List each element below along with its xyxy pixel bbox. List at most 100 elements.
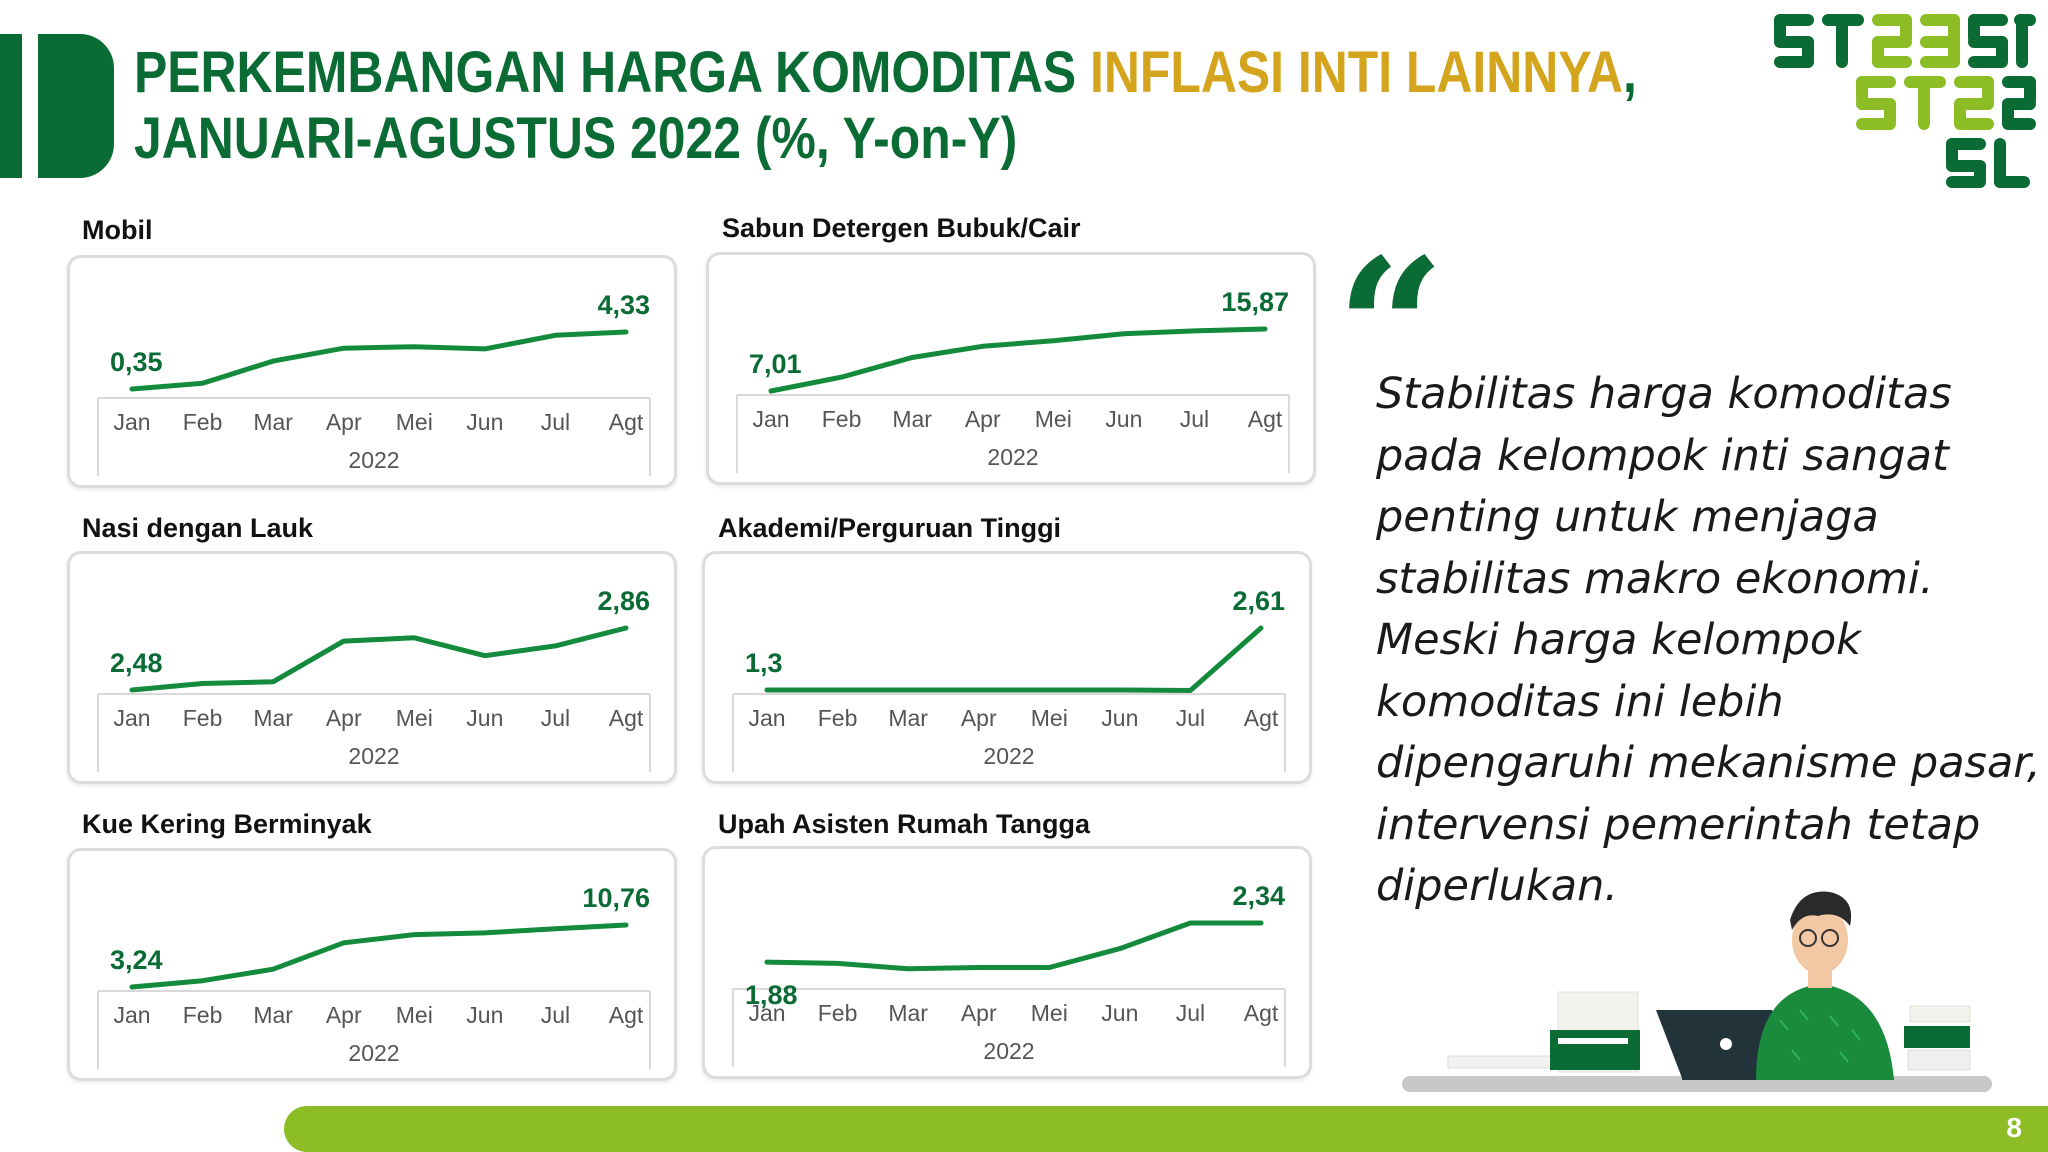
- x-group-label: 2022: [983, 743, 1034, 769]
- tick-label-apr: Apr: [326, 409, 362, 435]
- data-point-mar: [907, 689, 910, 691]
- data-label-last: 2,34: [1232, 881, 1285, 911]
- chart-mobil: 0,35 4,33 Jan Feb Mar Apr Mei Jun Jul Agt 2022: [67, 255, 677, 488]
- tick-label-jan: Jan: [113, 409, 150, 435]
- data-point-jul: [554, 927, 557, 930]
- tick-label-jul: Jul: [541, 1002, 570, 1028]
- tick-label-mei: Mei: [396, 705, 433, 731]
- data-label-first: 1,88: [745, 980, 798, 1010]
- series-line: [129, 625, 629, 693]
- data-point-jul: [1189, 689, 1192, 692]
- tick-label-mei: Mei: [396, 1002, 433, 1028]
- tick-label-agt: Agt: [609, 1002, 644, 1028]
- tick-label-jan: Jan: [752, 406, 789, 432]
- page-subtitle: JANUARI-AGUSTUS 2022 (%, Y-on-Y): [134, 106, 1018, 171]
- data-point-feb: [201, 979, 204, 982]
- data-point-mar: [272, 968, 275, 971]
- quote-text: Stabilitas harga komoditas pada kelompok…: [1376, 369, 2041, 911]
- tick-label-feb: Feb: [818, 705, 858, 731]
- tick-label-mar: Mar: [892, 406, 932, 432]
- series-line: [764, 625, 1264, 693]
- x-group-label: 2022: [348, 447, 399, 473]
- data-point-jan: [770, 390, 772, 392]
- data-point-agt: [1260, 627, 1262, 629]
- data-point-mei: [1048, 966, 1051, 969]
- data-label-first: 1,3: [745, 648, 783, 678]
- data-point-mar: [272, 680, 275, 683]
- tick-label-apr: Apr: [961, 1000, 997, 1026]
- chart-svg: 1,88 2,34 Jan Feb Mar Apr Mei Jun Jul Agt 2022: [732, 881, 1286, 1067]
- data-point-apr: [977, 689, 980, 691]
- data-label-last: 2,61: [1232, 586, 1285, 616]
- tick-label-mar: Mar: [253, 705, 293, 731]
- tick-label-jun: Jun: [1105, 406, 1142, 432]
- data-point-agt: [625, 924, 627, 926]
- data-point-apr: [977, 966, 980, 969]
- chart-upah-art: 1,88 2,34 Jan Feb Mar Apr Mei Jun Jul Agt 2022: [702, 846, 1312, 1079]
- data-label-last: 10,76: [582, 883, 650, 913]
- data-label-first: 2,48: [110, 648, 163, 678]
- data-label-last: 2,86: [597, 586, 650, 616]
- tick-label-jun: Jun: [466, 1002, 503, 1028]
- data-point-apr: [342, 941, 345, 944]
- chart-title-sabun: Sabun Detergen Bubuk/Cair: [722, 213, 1081, 243]
- data-point-mei: [1052, 339, 1055, 342]
- tick-label-feb: Feb: [183, 409, 223, 435]
- chart-kue-kering: 3,24 10,76 Jan Feb Mar Apr Mei Jun Jul Agt 2022: [67, 848, 677, 1081]
- data-point-jan: [131, 986, 133, 988]
- chart-nasi-dengan-lauk: 2,48 2,86 Jan Feb Mar Apr Mei Jun Jul Agt 2022: [67, 551, 677, 784]
- data-point-agt: [625, 331, 627, 333]
- person-at-laptop-illustration: [1402, 891, 1992, 1092]
- tick-label-jul: Jul: [1176, 705, 1205, 731]
- series-line: [768, 326, 1268, 394]
- tick-label-mar: Mar: [253, 409, 293, 435]
- chart-akademi: 1,3 2,61 Jan Feb Mar Apr Mei Jun Jul Agt 2022: [702, 551, 1312, 784]
- tick-label-agt: Agt: [609, 705, 644, 731]
- chart-svg: 3,24 10,76 Jan Feb Mar Apr Mei Jun Jul Agt 2022: [97, 883, 651, 1069]
- page-title: PERKEMBANGAN HARGA KOMODITAS INFLASI INT…: [134, 40, 1637, 171]
- tick-label-mar: Mar: [888, 1000, 928, 1026]
- data-label-last: 4,33: [597, 290, 650, 320]
- tick-label-jan: Jan: [748, 1000, 785, 1026]
- x-group-label: 2022: [987, 444, 1038, 470]
- data-point-mei: [413, 636, 416, 639]
- data-point-apr: [342, 347, 345, 350]
- data-point-jun: [1122, 332, 1125, 335]
- data-point-mar: [272, 360, 275, 363]
- tick-label-jan: Jan: [748, 705, 785, 731]
- data-point-mar: [911, 356, 914, 359]
- data-point-agt: [1260, 922, 1262, 924]
- tick-label-agt: Agt: [1244, 1000, 1279, 1026]
- tick-label-jun: Jun: [1101, 1000, 1138, 1026]
- tick-label-mei: Mei: [1035, 406, 1072, 432]
- data-point-mei: [413, 933, 416, 936]
- chart-title-mobil: Mobil: [82, 215, 153, 245]
- data-point-mei: [413, 345, 416, 348]
- x-group-label: 2022: [983, 1038, 1034, 1064]
- tick-label-jun: Jun: [1101, 705, 1138, 731]
- series-line: [764, 920, 1264, 972]
- chart-svg: 1,3 2,61 Jan Feb Mar Apr Mei Jun Jul Agt 2022: [732, 586, 1286, 772]
- data-point-apr: [342, 640, 345, 643]
- title-accent-bar: [0, 34, 118, 178]
- tick-label-jun: Jun: [466, 409, 503, 435]
- data-point-jul: [554, 644, 557, 647]
- data-point-feb: [836, 962, 839, 965]
- tick-label-apr: Apr: [961, 705, 997, 731]
- data-point-feb: [201, 682, 204, 685]
- data-point-jun: [483, 931, 486, 934]
- data-point-mei: [1048, 689, 1051, 691]
- quote-mark-icon: “: [1336, 217, 1446, 440]
- data-point-feb: [836, 689, 839, 691]
- chart-title-akademi: Akademi/Perguruan Tinggi: [718, 513, 1062, 543]
- tick-label-apr: Apr: [326, 705, 362, 731]
- data-point-jan: [766, 689, 768, 691]
- st2023-logo: [1774, 14, 2036, 188]
- tick-label-mei: Mei: [396, 409, 433, 435]
- chart-sabun-detergen: 7,01 15,87 Jan Feb Mar Apr Mei Jun Jul Agt 2022: [706, 252, 1316, 485]
- page-number: 8: [2006, 1112, 2022, 1143]
- tick-label-mar: Mar: [888, 705, 928, 731]
- tick-label-feb: Feb: [818, 1000, 858, 1026]
- data-point-feb: [840, 376, 843, 379]
- tick-label-agt: Agt: [1248, 406, 1283, 432]
